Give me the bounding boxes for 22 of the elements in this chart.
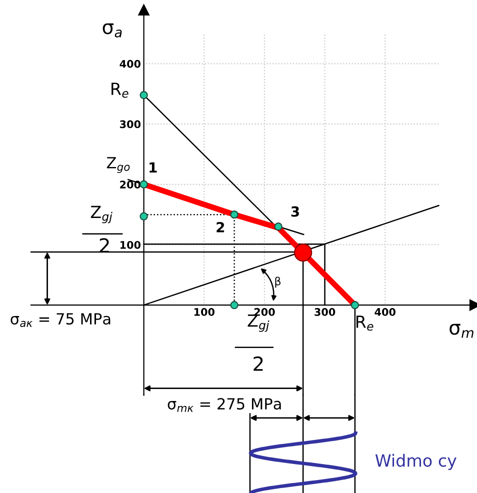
y-tick-label: 100 — [120, 240, 141, 249]
annotation: Z$_{go}$ — [106, 157, 130, 174]
annotation: R$_{e}$ — [112, 82, 128, 98]
x-tick-label: 400 — [374, 308, 396, 316]
y-tick-label: 400 — [120, 60, 141, 68]
x-axis-title: σ$_{m}$ — [450, 324, 474, 338]
annotation: Z$_{gj}$ — [90, 206, 112, 224]
y-axis-title: σ$_{a}$ — [102, 23, 122, 38]
x-tick-label: 100 — [194, 308, 215, 316]
annotation: R$_{e}$ — [356, 316, 374, 331]
x-tick-label: 200 — [254, 308, 275, 316]
annotation: 1 — [150, 162, 157, 173]
x-tick-label: 300 — [314, 308, 336, 316]
annotation: 2 — [216, 222, 224, 232]
y-tick-label: 200 — [120, 180, 141, 188]
annotation: σ$_{aκ}$ = 75 MPa — [10, 313, 110, 328]
annotation: 3 — [291, 206, 299, 217]
annotation: β — [275, 276, 280, 288]
text: Widmo cy — [375, 454, 456, 470]
y-tick-label: 300 — [120, 120, 141, 128]
text: σ$_{mκ}$ = 275 MPa — [168, 398, 281, 412]
annotation: 2 — [254, 356, 263, 371]
